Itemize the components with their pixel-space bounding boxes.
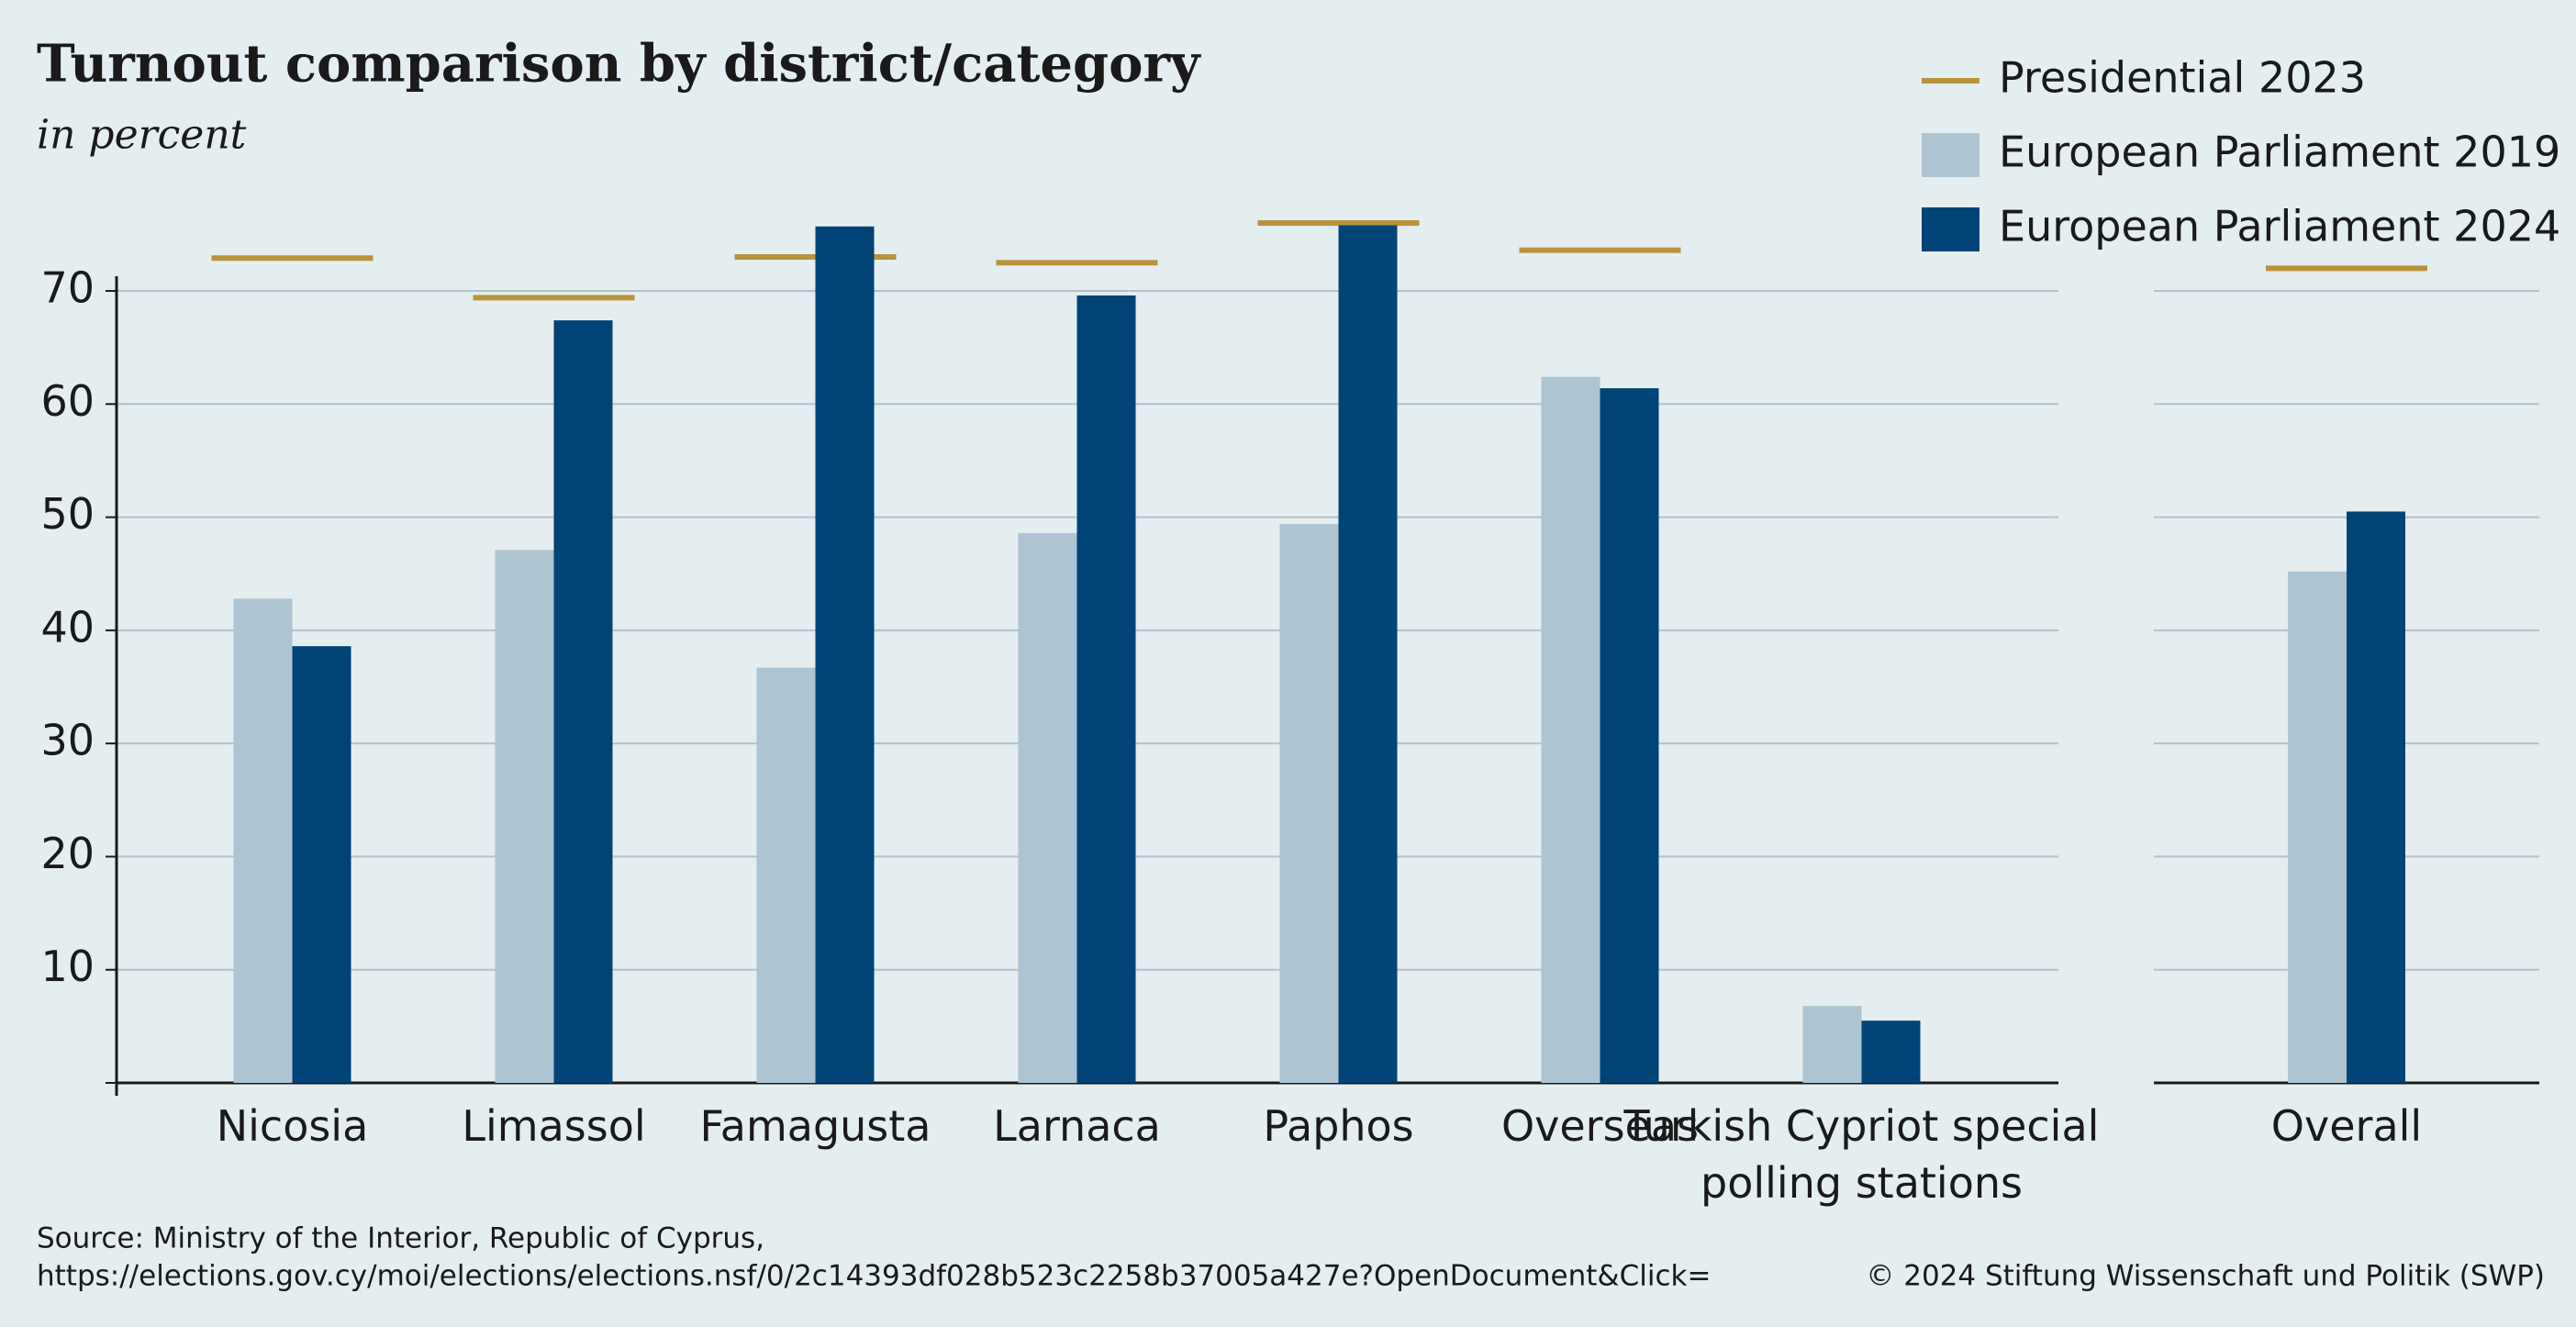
- x-tick-label-box: Famagusta: [699, 1101, 931, 1151]
- x-tick-label: Larnaca: [993, 1101, 1161, 1151]
- bar: [292, 646, 351, 1083]
- legend-label: Presidential 2023: [1999, 53, 2366, 103]
- y-tick-label: 50: [40, 489, 95, 539]
- x-tick-label: Limassol: [462, 1101, 646, 1151]
- chart-subtitle: in percent: [37, 112, 247, 159]
- bar: [756, 667, 816, 1083]
- legend-label: European Parliament 2024: [1999, 202, 2560, 251]
- y-tick-label: 60: [40, 376, 95, 426]
- bar: [2347, 511, 2405, 1083]
- x-tick-label: Famagusta: [699, 1101, 931, 1151]
- x-tick-label-box: Limassol: [462, 1101, 646, 1151]
- bar: [1541, 376, 1600, 1083]
- bar: [815, 226, 875, 1083]
- legend-label: European Parliament 2019: [1999, 128, 2560, 177]
- y-tick-label: 10: [40, 942, 95, 991]
- y-tick-label: 40: [40, 602, 95, 652]
- x-tick-label-box: Paphos: [1263, 1101, 1414, 1151]
- copyright: © 2024 Stiftung Wissenschaft und Politik…: [1866, 1260, 2545, 1293]
- source-url: https://elections.gov.cy/moi/elections/e…: [37, 1260, 1711, 1293]
- x-tick-label: Nicosia: [216, 1101, 369, 1151]
- bar: [1018, 532, 1077, 1083]
- x-tick-label: Overseas: [1500, 1101, 1700, 1151]
- x-tick-label: Paphos: [1263, 1101, 1414, 1151]
- bar: [1600, 388, 1659, 1084]
- y-tick-label: 30: [40, 716, 95, 765]
- source: Source: Ministry of the Interior, Republ…: [37, 1222, 764, 1255]
- x-tick-label: Overall: [2270, 1101, 2423, 1151]
- bar: [495, 550, 554, 1083]
- x-tick-label: Turkish Cypriot special polling stations: [1623, 1101, 2100, 1208]
- bar: [233, 598, 293, 1083]
- bar: [1338, 225, 1398, 1084]
- chart-title: Turnout comparison by district/category: [37, 34, 1201, 95]
- bar: [1802, 1006, 1862, 1083]
- x-tick-label-box: Overall: [2270, 1101, 2423, 1151]
- bar: [2288, 571, 2347, 1083]
- bar: [1279, 523, 1339, 1083]
- legend-swatch: [1922, 133, 1979, 177]
- bar: [1076, 295, 1136, 1084]
- x-tick-label-box: Larnaca: [993, 1101, 1161, 1151]
- x-tick-label-box: Nicosia: [216, 1101, 369, 1151]
- y-tick-label: 20: [40, 829, 95, 878]
- x-tick-label-box: Turkish Cypriot special polling stations: [1623, 1101, 2100, 1208]
- bar: [1861, 1020, 1921, 1083]
- bar: [553, 320, 613, 1083]
- y-tick-label: 70: [40, 263, 95, 313]
- x-tick-label-box: Overseas: [1500, 1101, 1700, 1151]
- legend-swatch: [1922, 207, 1979, 251]
